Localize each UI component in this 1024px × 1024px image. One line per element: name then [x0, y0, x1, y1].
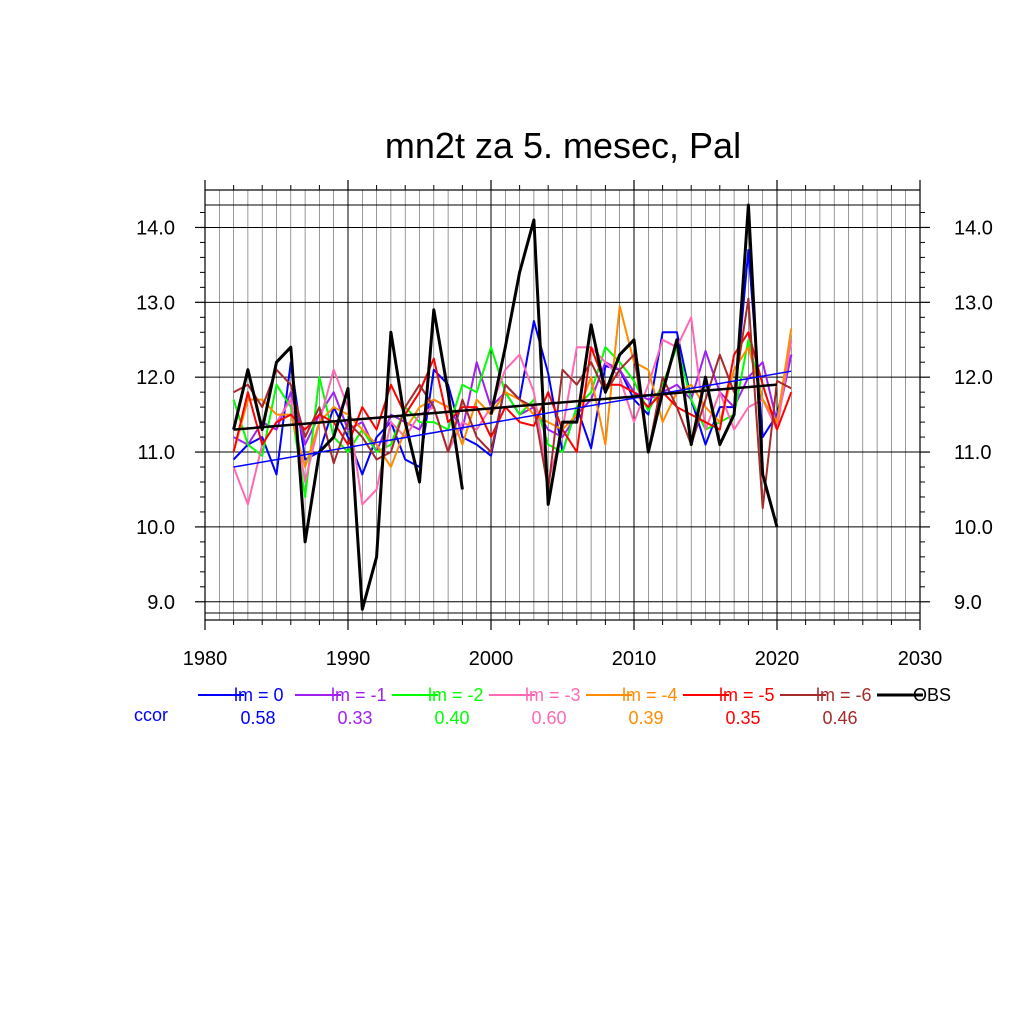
legend-label: lm = -3 [525, 685, 581, 705]
y-tick-label: 13.0 [136, 292, 175, 314]
y-tick-label: 9.0 [147, 592, 175, 614]
series-line [232, 305, 793, 468]
legend-label: OBS [913, 685, 951, 705]
legend-label: lm = -5 [719, 685, 775, 705]
x-tick-label: 1980 [183, 648, 228, 670]
x-tick-label: 2010 [612, 648, 657, 670]
x-tick-label: 1990 [326, 648, 371, 670]
ccor-value: 0.33 [337, 708, 372, 728]
y-tick-label: 11.0 [138, 442, 175, 464]
y-tick-label: 11.0 [954, 442, 991, 464]
legend-label: lm = -2 [428, 685, 484, 705]
ccor-value: 0.46 [822, 708, 857, 728]
ccor-value: 0.35 [725, 708, 760, 728]
grid-layer [204, 190, 921, 620]
chart-title: mn2t za 5. mesec, Pal [385, 125, 741, 166]
series-layer [232, 203, 793, 611]
legend-label: lm = 0 [234, 685, 284, 705]
series-line [232, 331, 793, 453]
y-tick-label: 14.0 [954, 217, 993, 239]
series-line [489, 203, 779, 528]
x-tick-label: 2000 [469, 648, 514, 670]
ccor-label: ccor [134, 705, 168, 725]
legend-label: lm = -1 [331, 685, 387, 705]
legend: lm = 0 0.58 lm = -1 0.33 lm = -2 0.40 lm = -3 0… [198, 685, 951, 728]
trend-line [233, 383, 778, 431]
ccor-value: 0.39 [628, 708, 663, 728]
plot-frame [204, 189, 921, 621]
series-line [233, 297, 792, 510]
y-tick-label: 10.0 [954, 517, 993, 539]
y-tick-label: 10.0 [136, 517, 175, 539]
y-tick-label: 12.0 [954, 367, 993, 389]
tick-layer: 9.0 9.0 10.0 10.0 11.0 11.0 12.0 12.0 13.0 13.0 14… [136, 180, 993, 670]
ccor-value: 0.58 [240, 708, 275, 728]
series-line [232, 308, 464, 611]
trend-line [233, 370, 792, 468]
trend-layer [233, 370, 792, 468]
series-line [232, 316, 793, 506]
x-tick-label: 2020 [755, 648, 800, 670]
y-tick-label: 14.0 [136, 217, 175, 239]
x-tick-label: 2030 [898, 648, 943, 670]
ccor-value: 0.40 [434, 708, 469, 728]
legend-label: lm = -4 [622, 685, 678, 705]
y-tick-label: 9.0 [954, 592, 982, 614]
y-tick-label: 13.0 [954, 292, 993, 314]
ccor-value: 0.60 [531, 708, 566, 728]
y-tick-label: 12.0 [136, 367, 175, 389]
legend-label: lm = -6 [816, 685, 872, 705]
